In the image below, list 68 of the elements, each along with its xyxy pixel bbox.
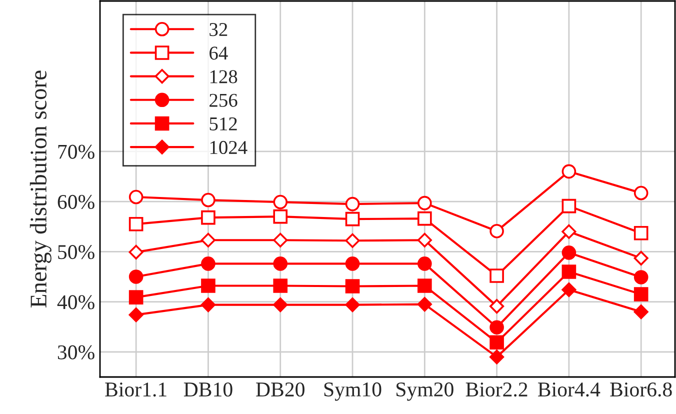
point <box>418 196 432 210</box>
point <box>201 192 216 208</box>
point <box>273 298 288 312</box>
y-axis-title: Energy distribution score <box>30 70 52 308</box>
x-tick-label: Bior6.8 <box>610 382 672 397</box>
point <box>490 350 504 364</box>
y-tick-label: 50% <box>58 245 94 260</box>
point <box>490 299 504 314</box>
y-tick-label: 70% <box>58 144 94 159</box>
x-tick-label: Sym10 <box>324 382 382 401</box>
legend-label: 512 <box>210 117 237 130</box>
point <box>562 164 576 179</box>
point <box>273 278 288 293</box>
point <box>201 256 216 271</box>
point <box>201 278 216 293</box>
point <box>345 212 360 226</box>
point <box>562 246 576 260</box>
point <box>634 304 648 320</box>
point <box>417 297 432 312</box>
x-tick-label: Bior4.4 <box>538 382 600 397</box>
point <box>418 278 432 293</box>
legend-label: 256 <box>210 94 238 107</box>
point <box>345 196 360 212</box>
point <box>634 226 648 240</box>
point <box>345 256 360 271</box>
legend-label: 32 <box>210 23 228 36</box>
point <box>418 256 432 271</box>
point <box>273 194 288 210</box>
point <box>128 190 144 204</box>
point <box>128 244 144 260</box>
point <box>562 224 576 239</box>
y-tick-label: 60% <box>58 194 94 210</box>
point <box>128 290 144 304</box>
point <box>562 282 576 298</box>
point <box>562 264 576 279</box>
point <box>417 232 432 248</box>
point <box>345 279 360 294</box>
point <box>345 233 360 248</box>
legend-label: 64 <box>210 46 228 60</box>
point <box>128 216 144 232</box>
point <box>200 298 216 312</box>
x-tick-label: DB20 <box>256 382 304 397</box>
x-tick-label: Bior2.2 <box>466 382 528 397</box>
point <box>200 232 216 248</box>
x-tick-label: DB10 <box>184 382 232 397</box>
point <box>128 308 144 322</box>
point <box>490 268 504 283</box>
point <box>562 198 576 214</box>
point <box>490 320 504 335</box>
point <box>490 224 504 238</box>
point <box>418 211 432 226</box>
point <box>128 270 144 284</box>
point <box>634 270 648 284</box>
legend-label: 1024 <box>210 140 248 154</box>
x-tick-label: Sym20 <box>396 382 454 401</box>
point <box>273 232 288 248</box>
y-tick-label: 40% <box>57 295 94 310</box>
point <box>273 256 288 271</box>
point <box>345 298 360 312</box>
point <box>634 287 648 302</box>
point <box>490 335 504 350</box>
point <box>634 250 648 266</box>
legend-label: 128 <box>210 70 238 84</box>
y-tick-label: 30% <box>58 345 94 360</box>
point <box>273 209 288 224</box>
x-tick-label: Bior1.1 <box>105 382 166 397</box>
point <box>634 186 648 200</box>
point <box>201 210 216 225</box>
